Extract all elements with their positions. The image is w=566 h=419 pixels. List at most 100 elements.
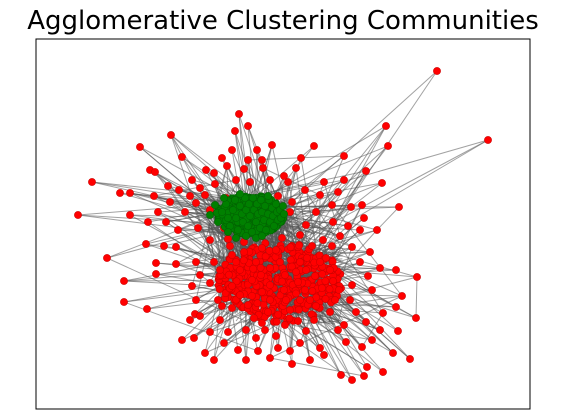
- node-red: [196, 271, 204, 279]
- node-red: [192, 296, 200, 304]
- node-red: [287, 262, 296, 271]
- node-red: [266, 354, 274, 362]
- node-red: [261, 252, 270, 261]
- node-red: [201, 349, 209, 357]
- node-red: [394, 327, 402, 335]
- node-red: [220, 339, 228, 347]
- node-red: [276, 258, 284, 266]
- node-red: [246, 178, 254, 186]
- node-red: [328, 201, 336, 209]
- node-red: [253, 299, 262, 308]
- node-green: [236, 202, 244, 210]
- node-green: [244, 222, 252, 230]
- node-red: [240, 165, 248, 173]
- node-red: [175, 186, 183, 194]
- node-red: [363, 363, 371, 371]
- node-red: [172, 243, 180, 251]
- node-red: [392, 266, 400, 274]
- node-red: [202, 166, 210, 174]
- node-red: [366, 248, 374, 256]
- node-red: [232, 277, 241, 286]
- node-red: [368, 336, 376, 344]
- node-green: [252, 218, 260, 226]
- node-red: [433, 67, 441, 75]
- node-red: [236, 266, 244, 274]
- node-red: [239, 256, 248, 265]
- node-red: [266, 264, 274, 272]
- node-red: [167, 131, 175, 139]
- edge: [277, 139, 489, 202]
- node-red: [346, 296, 354, 304]
- node-red: [348, 243, 356, 251]
- edge: [323, 181, 341, 237]
- node-red: [225, 270, 233, 279]
- node-red: [286, 347, 294, 355]
- node-red: [120, 298, 128, 306]
- node-red: [316, 191, 324, 199]
- node-red: [253, 146, 261, 154]
- node-red: [406, 355, 414, 363]
- node-red: [164, 182, 172, 190]
- node-red: [286, 243, 295, 252]
- node-red: [190, 334, 198, 342]
- node-red: [226, 242, 234, 250]
- node-red: [296, 231, 304, 239]
- node-red: [316, 258, 324, 266]
- node-red: [266, 176, 274, 184]
- node-red: [280, 286, 288, 294]
- node-red: [395, 203, 403, 211]
- edge: [415, 276, 418, 319]
- node-red: [172, 260, 180, 268]
- node-red: [382, 122, 390, 130]
- node-red: [188, 282, 196, 290]
- node-green: [264, 192, 272, 200]
- node-red: [249, 264, 258, 273]
- node-red: [192, 258, 200, 266]
- node-red: [329, 277, 338, 285]
- node-green: [236, 190, 244, 198]
- node-red: [379, 309, 387, 317]
- node-red: [223, 162, 231, 170]
- node-red: [103, 254, 111, 262]
- node-red: [242, 326, 250, 334]
- node-red: [215, 285, 224, 294]
- node-red: [296, 339, 304, 347]
- node-red: [206, 279, 214, 287]
- edge: [269, 357, 365, 377]
- node-red: [340, 152, 348, 160]
- node-red: [244, 301, 252, 309]
- node-red: [210, 169, 218, 177]
- node-green: [232, 234, 240, 242]
- node-red: [261, 326, 269, 334]
- node-red: [126, 189, 134, 197]
- node-red: [258, 244, 266, 252]
- node-red: [254, 347, 262, 355]
- node-red: [379, 368, 387, 376]
- node-green: [211, 201, 219, 209]
- node-red: [348, 281, 356, 289]
- node-green: [279, 202, 287, 210]
- node-red: [266, 296, 274, 304]
- node-red: [248, 276, 256, 284]
- node-green: [231, 196, 239, 204]
- node-red: [228, 251, 236, 259]
- node-green: [245, 200, 253, 208]
- node-red: [384, 142, 392, 150]
- edge: [139, 146, 241, 202]
- node-red: [288, 360, 296, 368]
- node-red: [306, 356, 314, 364]
- node-green: [261, 202, 269, 210]
- node-red: [334, 326, 342, 334]
- node-green: [206, 211, 214, 219]
- node-red: [378, 179, 386, 187]
- node-red: [178, 153, 186, 161]
- node-red: [234, 346, 242, 354]
- node-red: [322, 254, 330, 262]
- node-red: [201, 191, 209, 199]
- node-red: [210, 258, 218, 266]
- node-red: [325, 285, 334, 294]
- node-red: [162, 218, 170, 226]
- node-red: [342, 338, 350, 346]
- node-green: [246, 212, 254, 220]
